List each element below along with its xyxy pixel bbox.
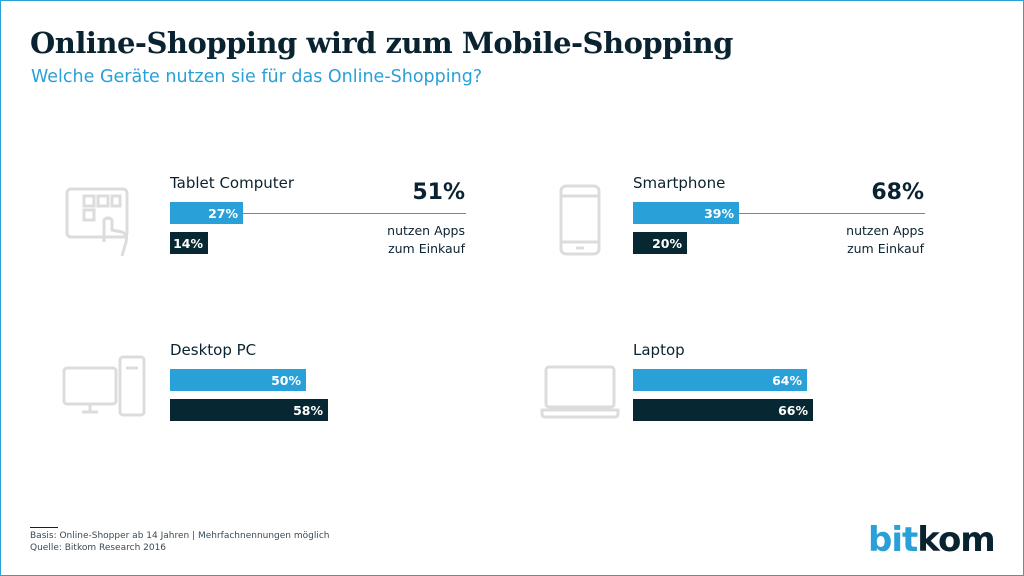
- footer-basis: Basis: Online-Shopper ab 14 Jahren | Meh…: [30, 531, 330, 541]
- chart-subtitle: Welche Geräte nutzen sie für das Online-…: [31, 67, 483, 87]
- bar-value-label: 20%: [652, 235, 682, 251]
- device-label: Laptop: [633, 341, 685, 359]
- bar-stationary: 66%: [633, 399, 813, 421]
- apps-percentage-tablet: 51%: [412, 180, 465, 205]
- bar-stationary: 20%: [633, 232, 687, 254]
- bitkom-logo: bitkom: [868, 520, 996, 560]
- bar-stationary: 58%: [170, 399, 328, 421]
- tablet-touch-icon: [65, 187, 129, 257]
- bar-mobile: 64%: [633, 369, 807, 391]
- apps-text-tablet: nutzen Apps zum Einkauf: [387, 222, 465, 258]
- apps-guide-line: [739, 213, 925, 214]
- apps-text-line2: zum Einkauf: [388, 241, 465, 256]
- bar-value-label: 14%: [173, 235, 203, 251]
- device-label: Tablet Computer: [170, 174, 295, 192]
- bar-value-label: 39%: [704, 205, 734, 221]
- bar-stationary: 14%: [170, 232, 208, 254]
- bar-value-label: 27%: [208, 205, 238, 221]
- desktop-pc-icon: [62, 355, 146, 417]
- apps-guide-line: [243, 213, 466, 214]
- apps-text-line2: zum Einkauf: [847, 241, 924, 256]
- bar-mobile: 39%: [633, 202, 739, 224]
- footer-source: Quelle: Bitkom Research 2016: [30, 543, 167, 553]
- apps-percentage-smartphone: 68%: [871, 180, 924, 205]
- logo-part-1: bit: [868, 520, 918, 560]
- smartphone-icon: [559, 184, 601, 256]
- bar-value-label: 58%: [293, 402, 323, 418]
- bar-mobile: 27%: [170, 202, 243, 224]
- logo-part-2: kom: [917, 520, 995, 560]
- device-label: Smartphone: [633, 174, 726, 192]
- apps-text-line1: nutzen Apps: [387, 223, 465, 238]
- apps-text-smartphone: nutzen Apps zum Einkauf: [846, 222, 924, 258]
- bar-mobile: 50%: [170, 369, 306, 391]
- footer-rule: [30, 527, 58, 528]
- bar-value-label: 64%: [772, 372, 802, 388]
- bar-value-label: 66%: [778, 402, 808, 418]
- chart-title: Online-Shopping wird zum Mobile-Shopping: [30, 26, 733, 60]
- laptop-icon: [540, 365, 620, 419]
- device-label: Desktop PC: [170, 341, 257, 359]
- bar-value-label: 50%: [271, 372, 301, 388]
- apps-text-line1: nutzen Apps: [846, 223, 924, 238]
